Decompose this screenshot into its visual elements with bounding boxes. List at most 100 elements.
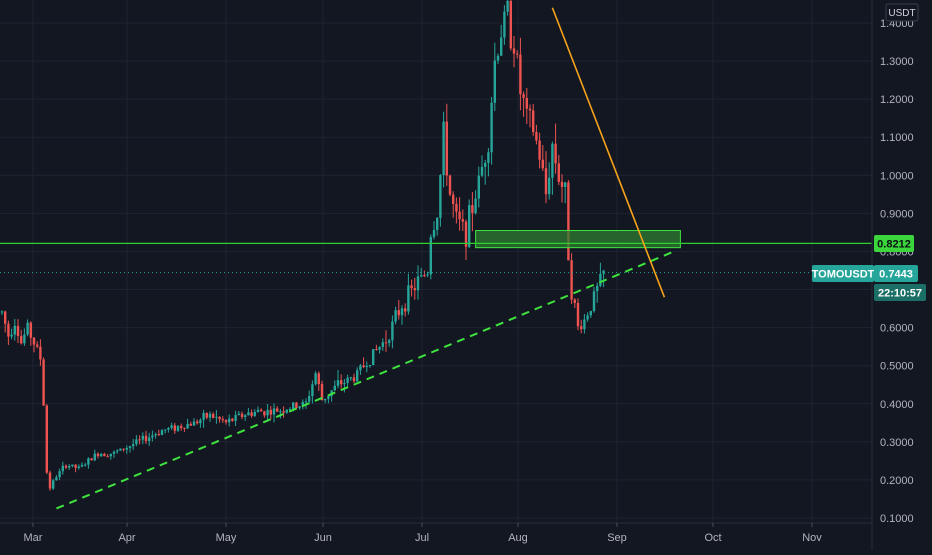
candle-body: [154, 434, 157, 436]
candle-body: [189, 423, 192, 426]
candle-body: [308, 396, 311, 402]
candle-body: [180, 425, 183, 428]
candle-body: [205, 413, 208, 418]
candle-body: [493, 60, 496, 103]
candle-body: [260, 409, 263, 412]
candle-body: [106, 456, 109, 458]
candle-body: [528, 108, 532, 111]
candle-body: [426, 274, 429, 276]
candle-body: [80, 464, 84, 467]
price-tick-label: 1.3000: [880, 56, 914, 68]
candle-body: [103, 453, 106, 457]
level-price-tag: 0.8212: [874, 235, 914, 252]
symbol-tag: TOMOUSDT: [812, 265, 875, 282]
candle-body: [538, 140, 541, 160]
candle-body: [71, 464, 74, 467]
currency-badge[interactable]: USDT: [885, 3, 919, 22]
candle-body: [208, 413, 212, 418]
candle-body: [509, 0, 512, 49]
candle-body: [55, 477, 58, 481]
candle-body: [234, 414, 237, 421]
candle-body: [554, 143, 557, 164]
candle-body: [84, 464, 87, 466]
candle-body: [461, 219, 464, 222]
time-tick-label: Sep: [607, 532, 627, 544]
candle-body: [599, 273, 602, 286]
candle-body: [484, 162, 487, 167]
candle-body: [48, 472, 52, 489]
candle-body: [551, 143, 554, 178]
candle-body: [122, 448, 125, 450]
countdown-tag: 22:10:57: [874, 284, 926, 301]
candle-body: [253, 411, 256, 416]
price-tick-label: 0.2000: [880, 475, 914, 487]
price-tick-label: 0.6000: [880, 323, 914, 335]
candle-body: [324, 398, 327, 401]
candle-body: [365, 365, 368, 368]
candle-body: [224, 419, 228, 423]
candle-body: [333, 385, 336, 391]
candle-body: [96, 453, 100, 457]
candle-body: [544, 168, 548, 195]
candle-body: [506, 0, 509, 12]
candle-body: [423, 275, 426, 277]
candle-body: [240, 413, 244, 418]
candle-body: [420, 275, 423, 277]
candle-body: [250, 412, 253, 416]
candle-body: [93, 453, 96, 461]
candle-body: [576, 302, 580, 327]
candle-body: [221, 419, 224, 421]
candle-body: [212, 413, 215, 418]
candle-body: [343, 382, 346, 385]
candle-body: [589, 311, 592, 316]
candle-body: [436, 217, 439, 231]
price-tick-label: 0.1000: [880, 513, 914, 525]
last-price-value: 0.7443: [879, 269, 913, 281]
level-price-value: 0.8212: [877, 239, 911, 251]
candle-body: [218, 416, 221, 420]
candle-body: [215, 416, 218, 418]
candle-body: [141, 435, 144, 440]
price-tick-label: 0.3000: [880, 437, 914, 449]
candle-body: [285, 409, 288, 413]
resistance-trendline[interactable]: [551, 7, 666, 298]
candle-body: [292, 402, 295, 409]
candle-body: [474, 198, 477, 214]
resistance-zone[interactable]: [475, 230, 681, 249]
candle-body: [535, 132, 538, 141]
candle-body: [16, 325, 20, 336]
candle-body: [199, 419, 202, 424]
candle-body: [4, 311, 7, 324]
candle-body: [276, 408, 279, 412]
candle-body: [266, 409, 269, 416]
candle-body: [39, 346, 42, 360]
candle-body: [468, 205, 471, 247]
candle-body: [112, 451, 116, 454]
candle-body: [164, 429, 167, 431]
candle-body: [295, 402, 298, 409]
candle-body: [548, 177, 551, 195]
candle-body: [125, 447, 128, 450]
candle-body: [109, 453, 112, 457]
candle-body: [269, 409, 272, 415]
price-tick-label: 1.2000: [880, 94, 914, 106]
candle-body: [304, 401, 308, 403]
candle-body: [394, 310, 397, 322]
time-tick-label: Mar: [24, 532, 43, 544]
candle-body: [20, 335, 23, 344]
candle-body: [151, 435, 154, 438]
candle-body: [45, 405, 48, 473]
candle-body: [36, 344, 39, 347]
candle-body: [29, 322, 32, 338]
candle-body: [32, 337, 36, 345]
candle-body: [272, 408, 276, 415]
time-axis[interactable]: Mar Apr May Jun Jul Aug Sep Oct Nov: [24, 523, 823, 544]
time-tick-label: May: [216, 532, 237, 544]
candle-body: [359, 365, 362, 371]
candle-body: [77, 466, 80, 468]
candle-body: [346, 377, 349, 383]
time-tick-label: Aug: [508, 532, 528, 544]
candle-body: [298, 406, 301, 409]
